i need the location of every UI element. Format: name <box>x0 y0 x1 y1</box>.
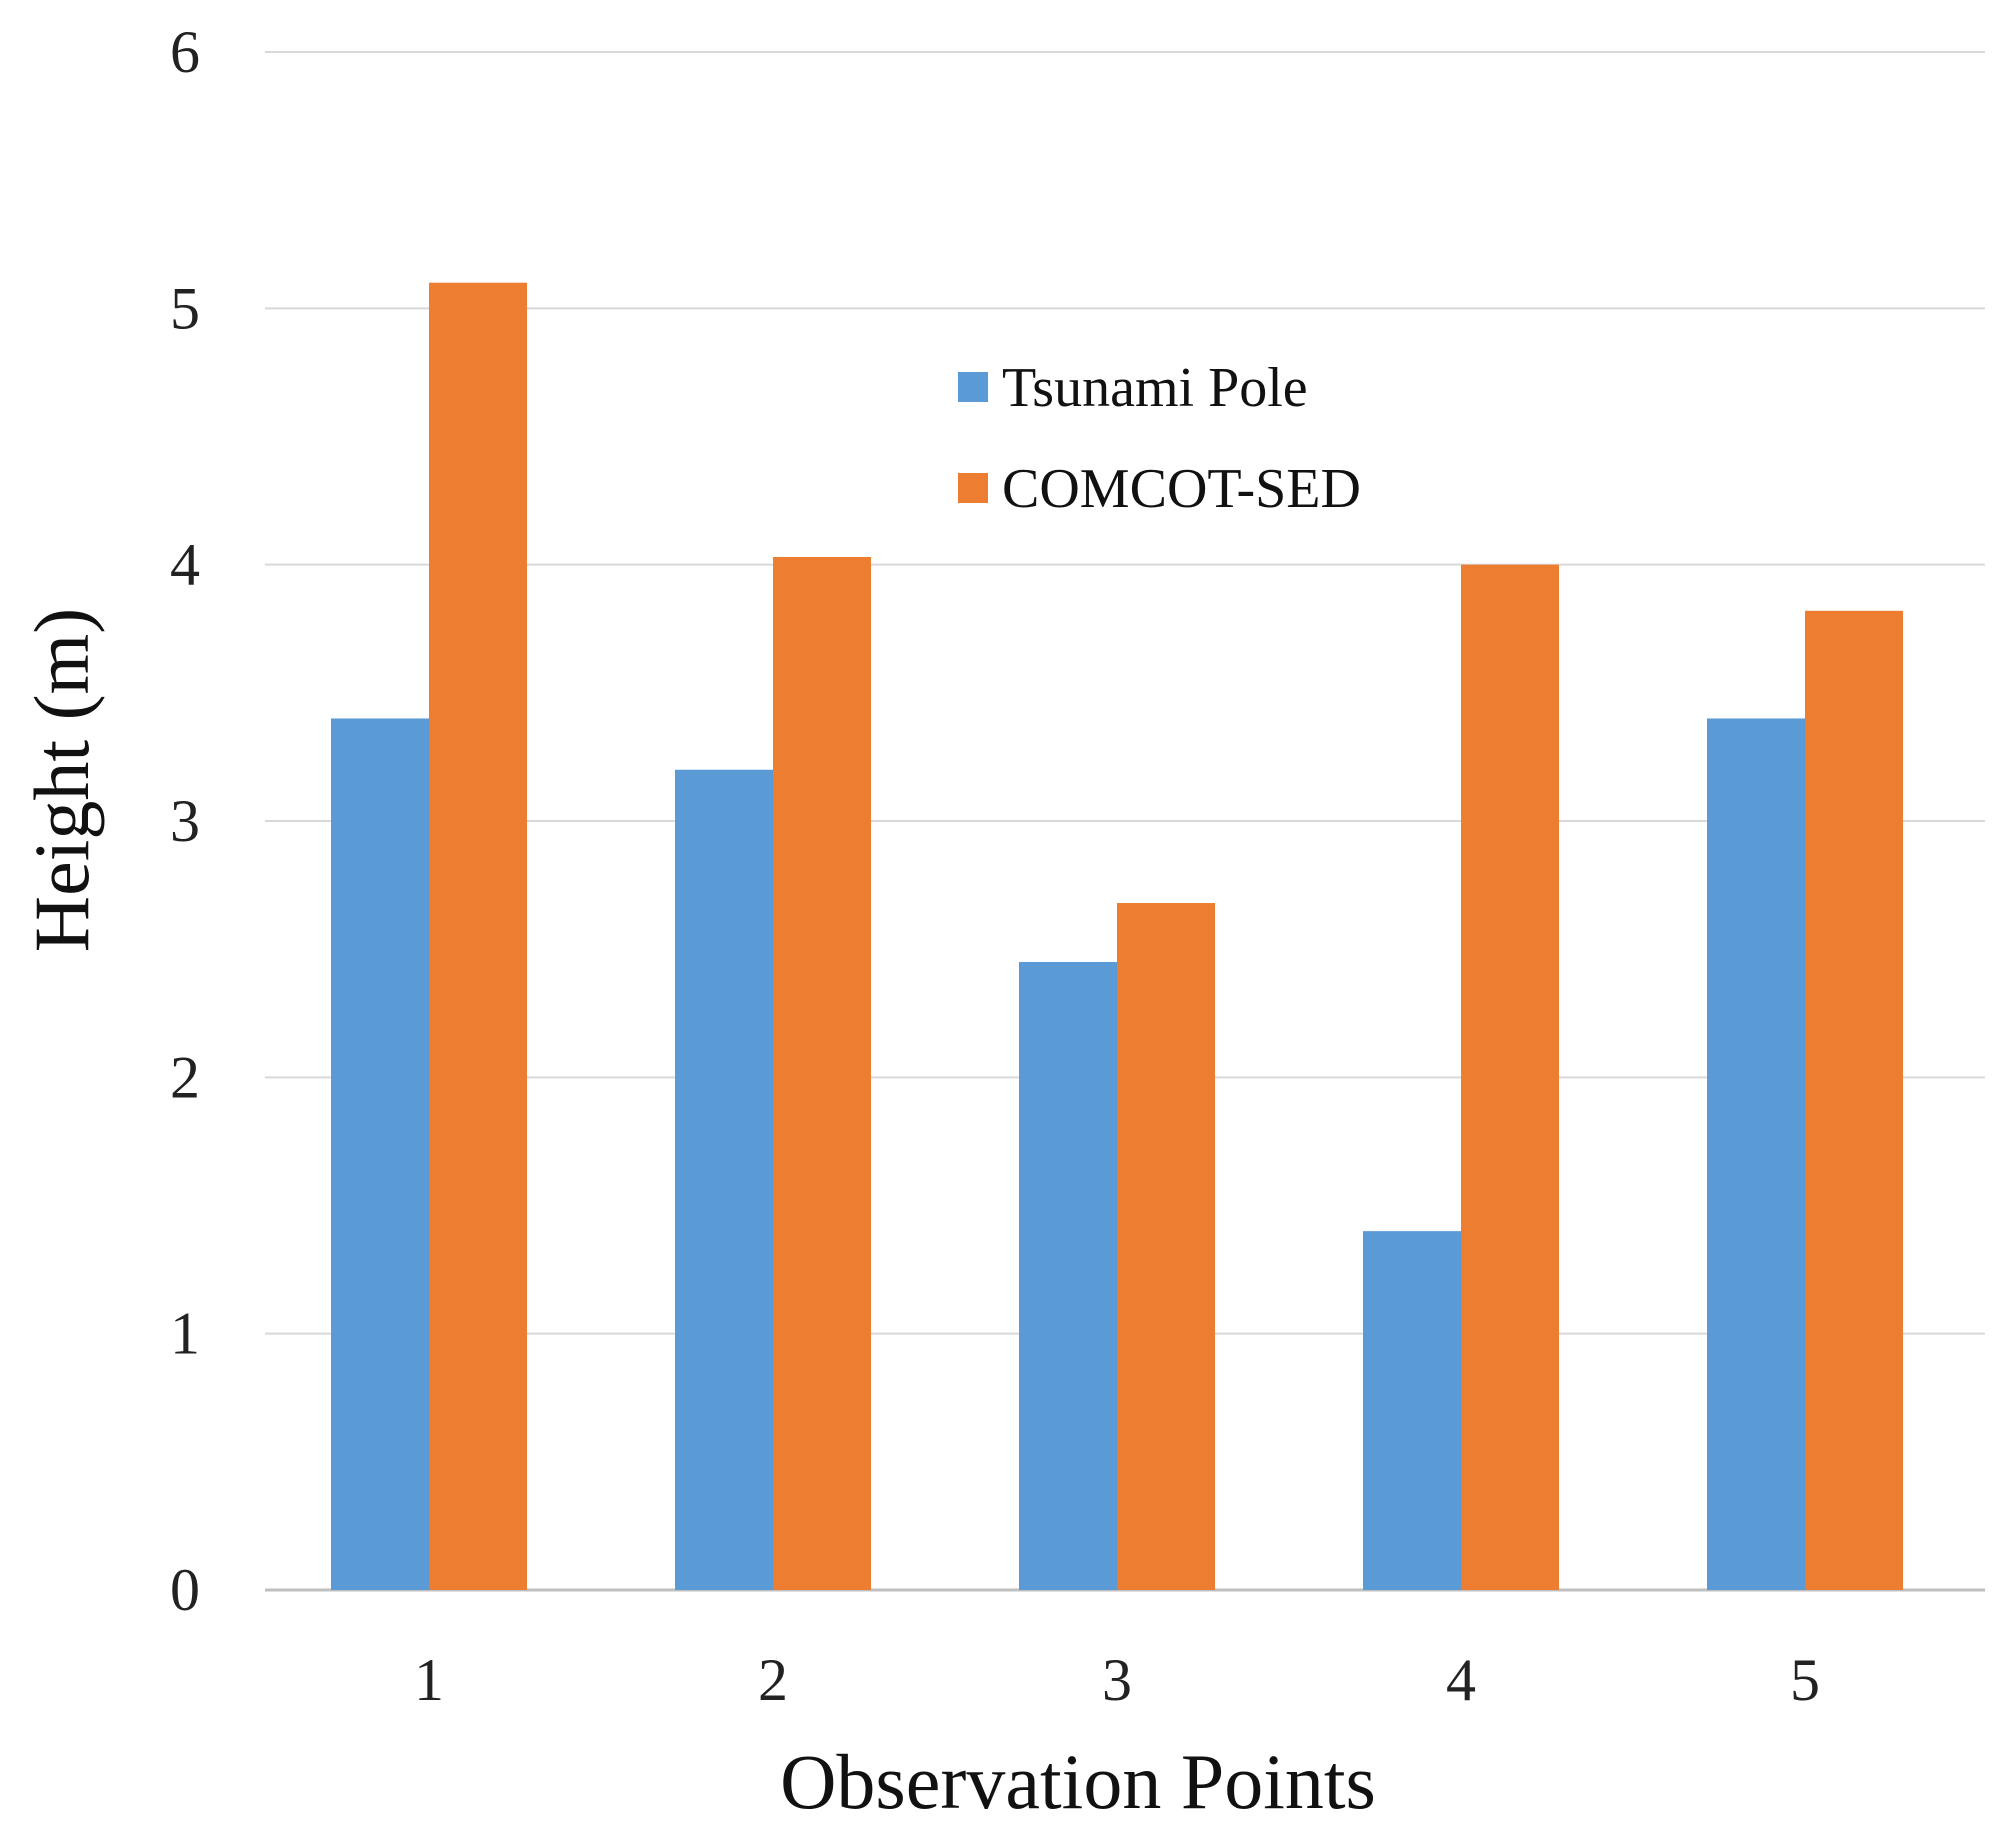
y-tick-label-6: 6 <box>170 19 200 85</box>
x-tick-label-2: 2 <box>758 1647 788 1713</box>
y-tick-label-1: 1 <box>170 1301 200 1367</box>
bar-tsunami-pole-point-4 <box>1363 1231 1461 1590</box>
x-axis-title: Observation Points <box>780 1738 1376 1821</box>
y-tick-label-0: 0 <box>170 1557 200 1623</box>
legend: Tsunami Pole COMCOT-SED <box>958 357 1361 520</box>
x-tick-label-5: 5 <box>1790 1647 1820 1713</box>
y-tick-label-2: 2 <box>170 1044 200 1110</box>
legend-label-comcot-sed: COMCOT-SED <box>1002 458 1361 520</box>
bar-comcot-sed-point-5 <box>1805 610 1903 1590</box>
bar-comcot-sed-point-3 <box>1117 903 1215 1590</box>
bar-comcot-sed-point-2 <box>773 556 871 1590</box>
gridlines <box>265 51 1985 1592</box>
x-tick-label-3: 3 <box>1102 1647 1132 1713</box>
y-axis-title: Height (m) <box>18 608 105 952</box>
y-tick-label-3: 3 <box>170 788 200 854</box>
y-axis-ticks: 0 1 2 3 4 5 6 <box>170 19 200 1623</box>
x-tick-label-1: 1 <box>414 1647 444 1713</box>
y-tick-label-5: 5 <box>170 275 200 341</box>
bars <box>331 282 1903 1591</box>
x-tick-label-4: 4 <box>1446 1647 1476 1713</box>
bar-comcot-sed-point-1 <box>429 282 527 1591</box>
legend-swatch-comcot-sed <box>958 473 988 503</box>
legend-swatch-tsunami-pole <box>958 372 988 402</box>
bar-tsunami-pole-point-5 <box>1707 718 1805 1590</box>
bar-tsunami-pole-point-1 <box>331 718 429 1590</box>
y-tick-label-4: 4 <box>170 532 200 598</box>
x-axis-ticks: 1 2 3 4 5 <box>414 1647 1820 1713</box>
bar-comcot-sed-point-4 <box>1461 564 1559 1590</box>
bar-tsunami-pole-point-3 <box>1019 961 1117 1590</box>
legend-label-tsunami-pole: Tsunami Pole <box>1002 357 1308 419</box>
bar-tsunami-pole-point-2 <box>675 769 773 1590</box>
